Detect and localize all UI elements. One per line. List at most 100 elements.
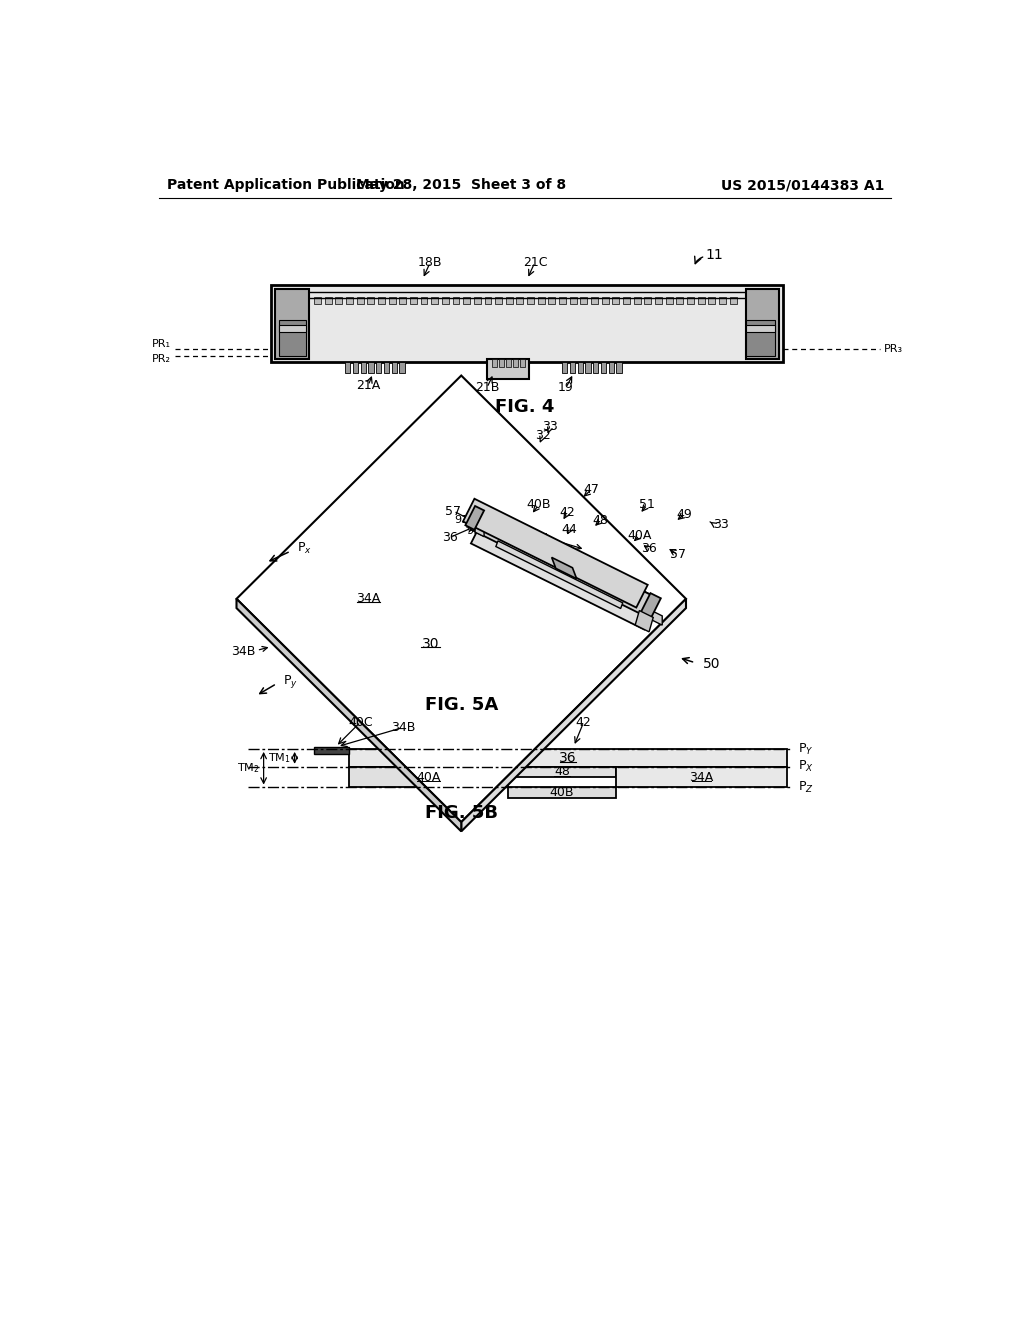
Bar [474,297,481,304]
Bar [593,363,598,374]
Bar [325,297,332,304]
Polygon shape [280,321,306,356]
Text: P$_Z$: P$_Z$ [799,780,814,795]
Bar [616,363,622,374]
Bar [719,297,726,304]
Bar [562,363,567,374]
Bar [349,748,786,767]
Bar [399,363,404,374]
Bar [345,363,350,374]
Text: 32: 32 [535,429,551,442]
Polygon shape [745,321,775,356]
Bar [591,297,598,304]
Text: 91: 91 [455,515,468,524]
Text: 34A: 34A [689,771,714,784]
Bar [356,297,364,304]
Bar [391,363,397,374]
Text: 36: 36 [559,751,577,764]
Bar [687,297,694,304]
Polygon shape [650,610,663,626]
Polygon shape [745,326,775,331]
Bar [484,297,492,304]
Polygon shape [463,499,648,607]
Bar [549,297,555,304]
Text: 21C: 21C [522,256,547,269]
Text: 21B: 21B [475,381,499,395]
Text: Patent Application Publication: Patent Application Publication [167,178,404,193]
Text: FIG. 4: FIG. 4 [496,399,554,416]
Text: 34A: 34A [356,593,380,606]
Bar [349,767,508,788]
Text: 40B: 40B [526,499,551,511]
Bar [442,297,449,304]
Bar [463,297,470,304]
Bar [421,297,427,304]
Bar [314,297,321,304]
Polygon shape [237,599,461,832]
Bar [496,297,502,304]
Text: 30: 30 [422,636,439,651]
Text: 91: 91 [466,527,480,536]
Bar [569,363,575,374]
Bar [581,297,588,304]
Bar [346,297,353,304]
Bar [538,297,545,304]
Bar [335,297,342,304]
Bar [602,297,608,304]
Bar [271,285,783,363]
Bar [527,297,535,304]
Polygon shape [475,523,484,537]
Text: P$_y$: P$_y$ [283,673,298,690]
Text: 34B: 34B [391,721,416,734]
Text: 18B: 18B [418,256,442,269]
Text: FIG. 5B: FIG. 5B [425,804,498,822]
Text: 57: 57 [445,504,462,517]
Bar [697,297,705,304]
Bar [314,747,349,754]
Text: 44: 44 [562,523,578,536]
Text: 51: 51 [639,499,655,511]
Polygon shape [465,506,484,529]
Text: TM$_1$: TM$_1$ [268,751,291,764]
Polygon shape [275,289,308,359]
Bar [453,297,460,304]
Polygon shape [641,593,660,618]
Text: US 2015/0144383 A1: US 2015/0144383 A1 [721,178,884,193]
Text: 49: 49 [677,508,692,520]
Bar [508,788,616,799]
Text: PR₂: PR₂ [152,354,171,364]
Bar [431,297,438,304]
Bar [388,297,395,304]
Text: 40A: 40A [628,529,651,543]
Bar [520,359,525,367]
Bar [399,297,407,304]
Text: 34B: 34B [231,644,256,657]
Bar [601,363,606,374]
Bar [616,767,786,788]
Bar [493,359,497,367]
Text: W$_x$: W$_x$ [534,532,554,546]
Text: 36: 36 [442,531,459,544]
Text: May 28, 2015  Sheet 3 of 8: May 28, 2015 Sheet 3 of 8 [356,178,566,193]
Text: 40B: 40B [550,787,574,800]
Text: PR₁: PR₁ [152,339,171,348]
Bar [623,297,630,304]
Bar [506,359,511,367]
Polygon shape [237,376,686,822]
Text: TM$_2$: TM$_2$ [238,762,260,775]
Bar [608,363,614,374]
Bar [516,297,523,304]
Polygon shape [471,524,654,630]
Text: 57: 57 [671,548,686,561]
Polygon shape [745,289,779,359]
Text: 36: 36 [641,543,656,556]
Text: 11: 11 [706,248,723,261]
Polygon shape [552,557,577,578]
Text: 21A: 21A [356,379,380,392]
Text: 42: 42 [575,715,592,729]
Polygon shape [471,511,654,615]
Polygon shape [635,611,653,632]
Text: 48: 48 [554,766,570,779]
Bar [378,297,385,304]
Text: P$_x$: P$_x$ [297,541,312,556]
